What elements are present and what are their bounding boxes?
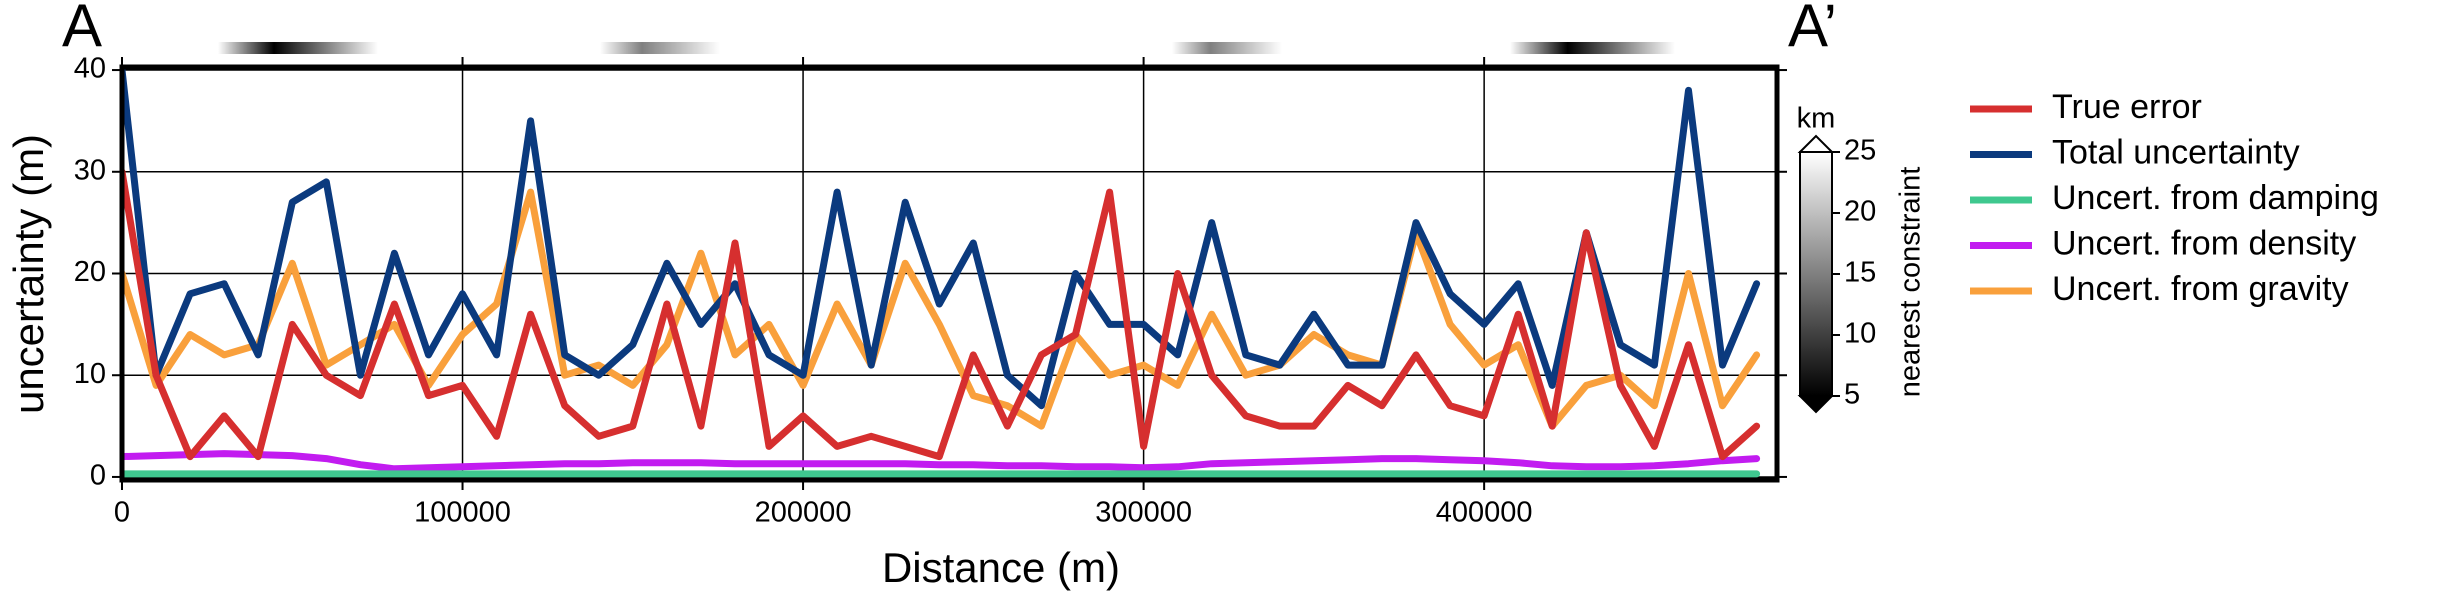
constraint-strips [218, 42, 1675, 54]
y-axis-label: uncertainty (m) [5, 134, 52, 414]
series-line [122, 188, 1761, 430]
series-line [122, 67, 1761, 410]
section-label: A [62, 0, 102, 59]
colorbar-arrow [1797, 134, 1835, 153]
y-tick-label: 30 [74, 154, 106, 186]
colorbar-unit: km [1797, 103, 1836, 135]
x-tick-label: 200000 [755, 497, 852, 529]
colorbar-label: nearest constraint [1895, 167, 1927, 398]
x-tick-label: 400000 [1436, 497, 1533, 529]
colorbar-arrow [1797, 395, 1835, 414]
colorbar-tick-label: 15 [1844, 257, 1876, 289]
legend-label: True error [2052, 88, 2202, 126]
colorbar-tick-label: 20 [1844, 196, 1876, 228]
legend-label: Total uncertainty [2052, 133, 2300, 171]
colorbar-tick-label: 10 [1844, 318, 1876, 350]
legend-label: Uncert. from damping [2052, 179, 2379, 217]
colorbar-tick-label: 5 [1844, 379, 1860, 411]
y-tick-label: 40 [74, 53, 106, 85]
y-tick-label: 10 [74, 358, 106, 390]
x-tick-label: 300000 [1095, 497, 1192, 529]
x-tick-label: 0 [114, 497, 130, 529]
colorbar-tick-label: 25 [1844, 135, 1876, 167]
series-line [122, 450, 1761, 473]
x-tick-label: 100000 [414, 497, 511, 529]
plot-frame [119, 64, 1780, 483]
legend-label: Uncert. from density [2052, 224, 2356, 262]
series-line [122, 168, 1761, 461]
y-tick-label: 0 [90, 460, 106, 492]
section-label: A’ [1788, 0, 1837, 59]
y-tick-label: 20 [74, 256, 106, 288]
colorbar [1799, 151, 1833, 397]
legend-label: Uncert. from gravity [2052, 270, 2349, 308]
x-axis-label: Distance (m) [882, 544, 1120, 591]
